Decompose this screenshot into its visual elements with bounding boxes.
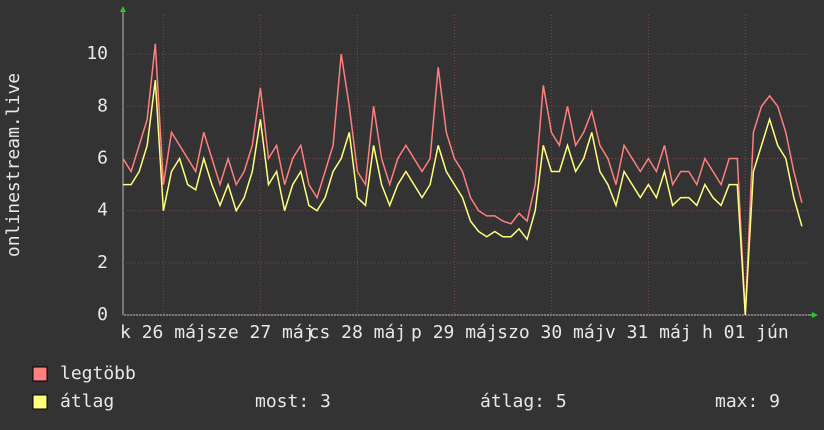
y-tick-label: 8 — [97, 95, 108, 116]
legend-label: átlag — [60, 391, 114, 412]
legend-label: legtöbb — [60, 363, 136, 384]
y-tick-label: 10 — [86, 43, 108, 64]
y-tick-label: 0 — [97, 304, 108, 325]
x-tick-label: sze 27 máj — [206, 322, 314, 343]
stat-label: max: 9 — [715, 391, 780, 412]
y-arrow — [120, 6, 126, 12]
stat-label: átlag: 5 — [480, 391, 567, 412]
x-tick-label: v 31 máj — [605, 322, 692, 343]
x-arrow — [812, 312, 818, 318]
stat-label: most: 3 — [255, 391, 331, 412]
y-tick-label: 2 — [97, 252, 108, 273]
x-tick-label: p 29 máj — [411, 322, 498, 343]
series-line — [123, 80, 803, 316]
y-tick-label: 4 — [97, 200, 108, 221]
x-tick-label: cs 28 máj — [309, 322, 407, 343]
x-tick-label: k 26 máj — [120, 322, 207, 343]
x-tick-label: h 01 jún — [702, 322, 789, 343]
legend-swatch — [32, 366, 48, 382]
y-axis-label: onlinestream.live — [3, 73, 24, 257]
legend-swatch — [32, 394, 48, 410]
x-tick-label: szo 30 máj — [497, 322, 605, 343]
series-line — [122, 43, 803, 316]
y-tick-label: 6 — [97, 147, 108, 168]
